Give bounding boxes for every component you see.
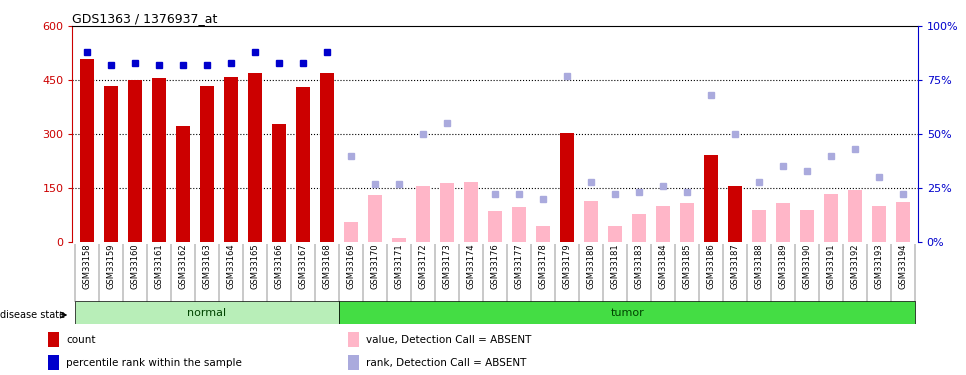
- Bar: [824, 194, 838, 242]
- Text: percentile rank within the sample: percentile rank within the sample: [67, 358, 242, 368]
- Bar: [152, 78, 166, 242]
- Bar: [464, 182, 478, 242]
- Bar: [348, 332, 358, 347]
- Text: normal: normal: [187, 308, 226, 318]
- Bar: [440, 183, 454, 242]
- Bar: [103, 86, 118, 242]
- Bar: [47, 354, 59, 370]
- Text: rank, Detection Call = ABSENT: rank, Detection Call = ABSENT: [366, 358, 526, 368]
- Bar: [896, 202, 911, 242]
- Bar: [848, 190, 863, 242]
- Bar: [415, 186, 430, 242]
- Bar: [128, 80, 142, 242]
- Bar: [200, 86, 214, 242]
- Text: disease state: disease state: [0, 310, 65, 320]
- Bar: [656, 206, 670, 242]
- Bar: [704, 154, 719, 242]
- Bar: [348, 354, 358, 370]
- Bar: [680, 203, 695, 242]
- Bar: [752, 210, 766, 242]
- Bar: [368, 195, 383, 242]
- Bar: [392, 238, 407, 242]
- Bar: [776, 203, 790, 242]
- Bar: [583, 201, 598, 242]
- Bar: [247, 73, 262, 242]
- Bar: [536, 226, 551, 242]
- Bar: [47, 332, 59, 347]
- Bar: [608, 226, 622, 242]
- Bar: [512, 207, 526, 242]
- Text: value, Detection Call = ABSENT: value, Detection Call = ABSENT: [366, 335, 531, 345]
- Bar: [560, 133, 575, 242]
- Bar: [339, 301, 916, 324]
- Text: count: count: [67, 335, 96, 345]
- Bar: [74, 301, 339, 324]
- Bar: [271, 124, 286, 242]
- Bar: [79, 58, 94, 242]
- Bar: [800, 210, 814, 242]
- Bar: [320, 73, 334, 242]
- Bar: [488, 211, 502, 242]
- Bar: [296, 87, 310, 242]
- Bar: [176, 126, 190, 242]
- Bar: [632, 214, 646, 242]
- Bar: [872, 206, 887, 242]
- Text: tumor: tumor: [611, 308, 644, 318]
- Bar: [344, 222, 358, 242]
- Bar: [728, 186, 743, 242]
- Bar: [224, 76, 239, 242]
- Text: GDS1363 / 1376937_at: GDS1363 / 1376937_at: [72, 12, 217, 25]
